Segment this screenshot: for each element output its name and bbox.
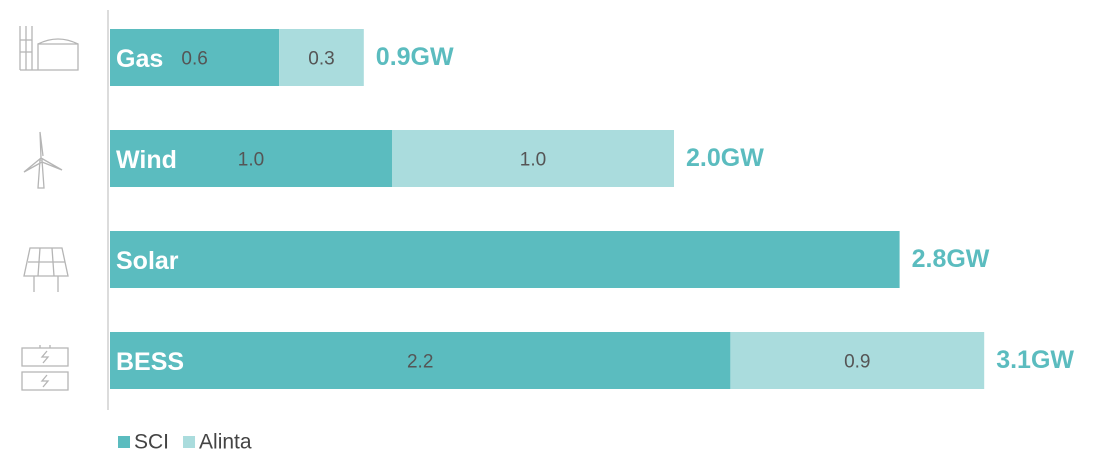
bar-segment (110, 231, 900, 288)
wind-icon (23, 131, 63, 189)
total-label: 0.9GW (376, 43, 454, 71)
value-label: 0.6 (181, 49, 207, 70)
category-label: Solar (116, 247, 179, 275)
value-label: 0.3 (308, 49, 334, 70)
bar-segment (110, 332, 731, 389)
legend-label: Alinta (199, 431, 252, 454)
value-label: 2.2 (407, 352, 433, 373)
bar-segment (392, 130, 674, 187)
bar-segment (110, 29, 280, 86)
legend-swatch (118, 436, 130, 448)
legend-label: SCI (134, 431, 169, 454)
total-label: 3.1GW (996, 346, 1074, 374)
gas-icon (19, 26, 79, 71)
legend-swatch (183, 436, 196, 448)
value-label: 0.9 (844, 352, 870, 373)
bar-segment (110, 130, 392, 187)
total-label: 2.8GW (912, 245, 990, 273)
total-label: 2.0GW (686, 144, 764, 172)
category-label: Gas (116, 45, 163, 73)
value-label: 1.0 (238, 150, 264, 171)
battery-icon (21, 345, 69, 391)
value-label: 1.0 (520, 150, 546, 171)
bar-segment (279, 29, 364, 86)
solar-icon (23, 247, 69, 292)
bar-segment (730, 332, 985, 389)
category-label: Wind (116, 146, 177, 174)
category-label: BESS (116, 348, 184, 376)
